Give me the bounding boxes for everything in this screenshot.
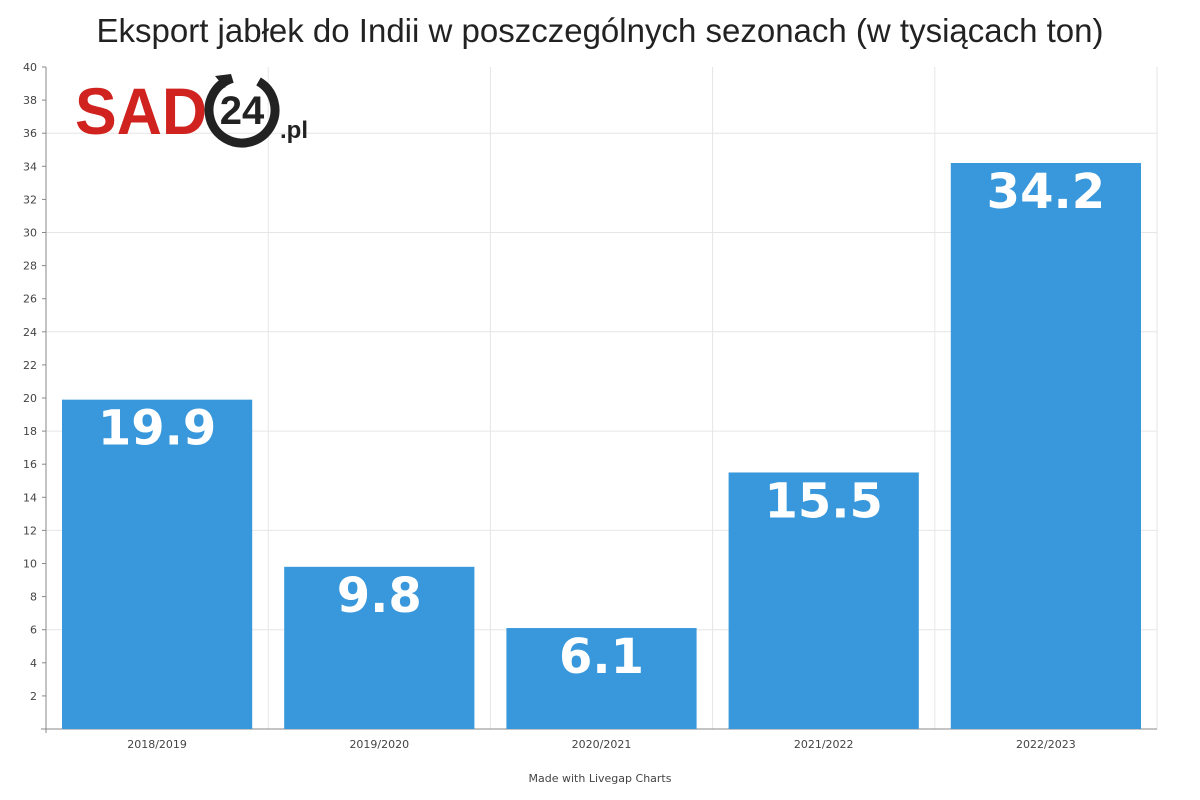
y-tick-label: 10 [23, 558, 37, 571]
y-tick-label: 18 [23, 425, 37, 438]
x-tick-label: 2021/2022 [794, 738, 854, 751]
y-tick-label: 40 [23, 61, 37, 74]
bar-2018-2019 [62, 399, 253, 729]
y-tick-label: 14 [23, 491, 37, 504]
y-tick-label: 38 [23, 94, 37, 107]
x-tick-label: 2018/2019 [127, 738, 187, 751]
y-tick-label: 36 [23, 127, 37, 140]
y-tick-label: 34 [23, 160, 37, 173]
y-tick-label: 30 [23, 227, 37, 240]
credit-text: Made with Livegap Charts [528, 772, 672, 785]
y-tick-label: 4 [30, 657, 37, 670]
sad24-logo: SAD 24 .pl [75, 72, 308, 148]
bar-2020-2021 [506, 628, 697, 729]
y-tick-label: 26 [23, 293, 37, 306]
data-label: 19.9 [98, 401, 216, 457]
y-tick-label: 6 [30, 624, 37, 637]
y-tick-label: 32 [23, 193, 37, 206]
y-tick-label: 2 [30, 690, 37, 703]
x-tick-label: 2019/2020 [349, 738, 409, 751]
bar-2019-2020 [284, 566, 475, 729]
x-tick-label: 2022/2023 [1016, 738, 1076, 751]
y-tick-label: 20 [23, 392, 37, 405]
svg-text:SAD: SAD [75, 74, 207, 148]
data-label: 6.1 [559, 629, 644, 685]
bar-2021-2022 [728, 472, 919, 729]
y-tick-label: 24 [23, 326, 37, 339]
y-tick-label: 8 [30, 591, 37, 604]
svg-text:.pl: .pl [280, 117, 308, 144]
data-label: 9.8 [337, 568, 422, 624]
y-tick-label: 28 [23, 260, 37, 273]
x-tick-label: 2020/2021 [572, 738, 632, 751]
bar-2022-2023 [950, 162, 1141, 730]
y-tick-label: 22 [23, 359, 37, 372]
data-label: 15.5 [764, 473, 882, 529]
y-tick-label: 16 [23, 458, 37, 471]
y-tick-label: 12 [23, 524, 37, 537]
chart-title: Eksport jabłek do Indii w poszczególnych… [96, 12, 1104, 49]
data-label: 34.2 [987, 164, 1105, 220]
svg-text:24: 24 [220, 89, 265, 133]
